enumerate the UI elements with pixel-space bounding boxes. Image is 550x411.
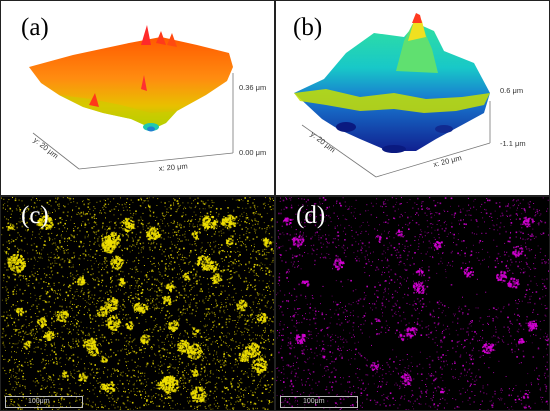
- z-max-label-a: 0.36 μm: [239, 83, 266, 92]
- ridge-b: [294, 89, 490, 113]
- axes-b: [301, 101, 491, 178]
- pit-b-2: [382, 145, 406, 153]
- element-map-d: [276, 197, 549, 410]
- mountain-b-peak: [412, 13, 422, 23]
- mountain-b: [396, 19, 438, 73]
- peak-a-3: [167, 33, 177, 47]
- scale-bar-d: 100μm: [280, 396, 358, 408]
- surface-a: [29, 37, 233, 129]
- panel-b-surface-plot: y: 20 μm x: 20 μm 0.6 μm -1.1 μm (b): [275, 0, 550, 196]
- surface-b: [294, 23, 490, 151]
- surface-plot-a: y: 20 μm x: 20 μm 0.36 μm 0.00 μm: [29, 25, 266, 173]
- scale-bar-c: 100μm: [5, 396, 83, 408]
- panel-label-a: (a): [21, 14, 49, 41]
- axes-a: [32, 73, 234, 170]
- peak-a-2: [156, 31, 166, 45]
- element-map-c: [1, 197, 274, 410]
- pit-b-1: [336, 122, 356, 132]
- peak-a-4: [89, 93, 99, 107]
- x-axis-label-a: x: 20 μm: [158, 162, 188, 173]
- panel-c-element-map: (c) 100μm: [0, 196, 275, 411]
- scale-bar-text-d: 100μm: [303, 398, 325, 405]
- peak-a-5: [141, 75, 147, 91]
- panel-a-surface-plot: y: 20 μm x: 20 μm 0.36 μm 0.00 μm (a): [0, 0, 275, 196]
- z-max-label-b: 0.6 μm: [500, 86, 523, 95]
- peak-a-1: [141, 25, 151, 45]
- y-axis-label-b: y: 20 μm: [309, 129, 337, 154]
- surface-a-lower-band: [59, 95, 177, 129]
- valley-a-core: [147, 126, 155, 132]
- panel-label-d: (d): [296, 202, 326, 229]
- panel-label-b: (b): [293, 14, 323, 41]
- z-min-label-b: -1.1 μm: [500, 139, 526, 148]
- z-min-label-a: 0.00 μm: [239, 148, 266, 157]
- panel-label-c: (c): [21, 202, 49, 229]
- panel-d-element-map: (d) 100μm: [275, 196, 550, 411]
- x-axis-label-b: x: 20 μm: [432, 153, 462, 169]
- y-axis-label-a: y: 20 μm: [32, 135, 60, 160]
- pit-b-3: [435, 125, 453, 133]
- scale-bar-text-c: 100μm: [28, 398, 50, 405]
- surface-plot-b: y: 20 μm x: 20 μm 0.6 μm -1.1 μm: [294, 13, 526, 178]
